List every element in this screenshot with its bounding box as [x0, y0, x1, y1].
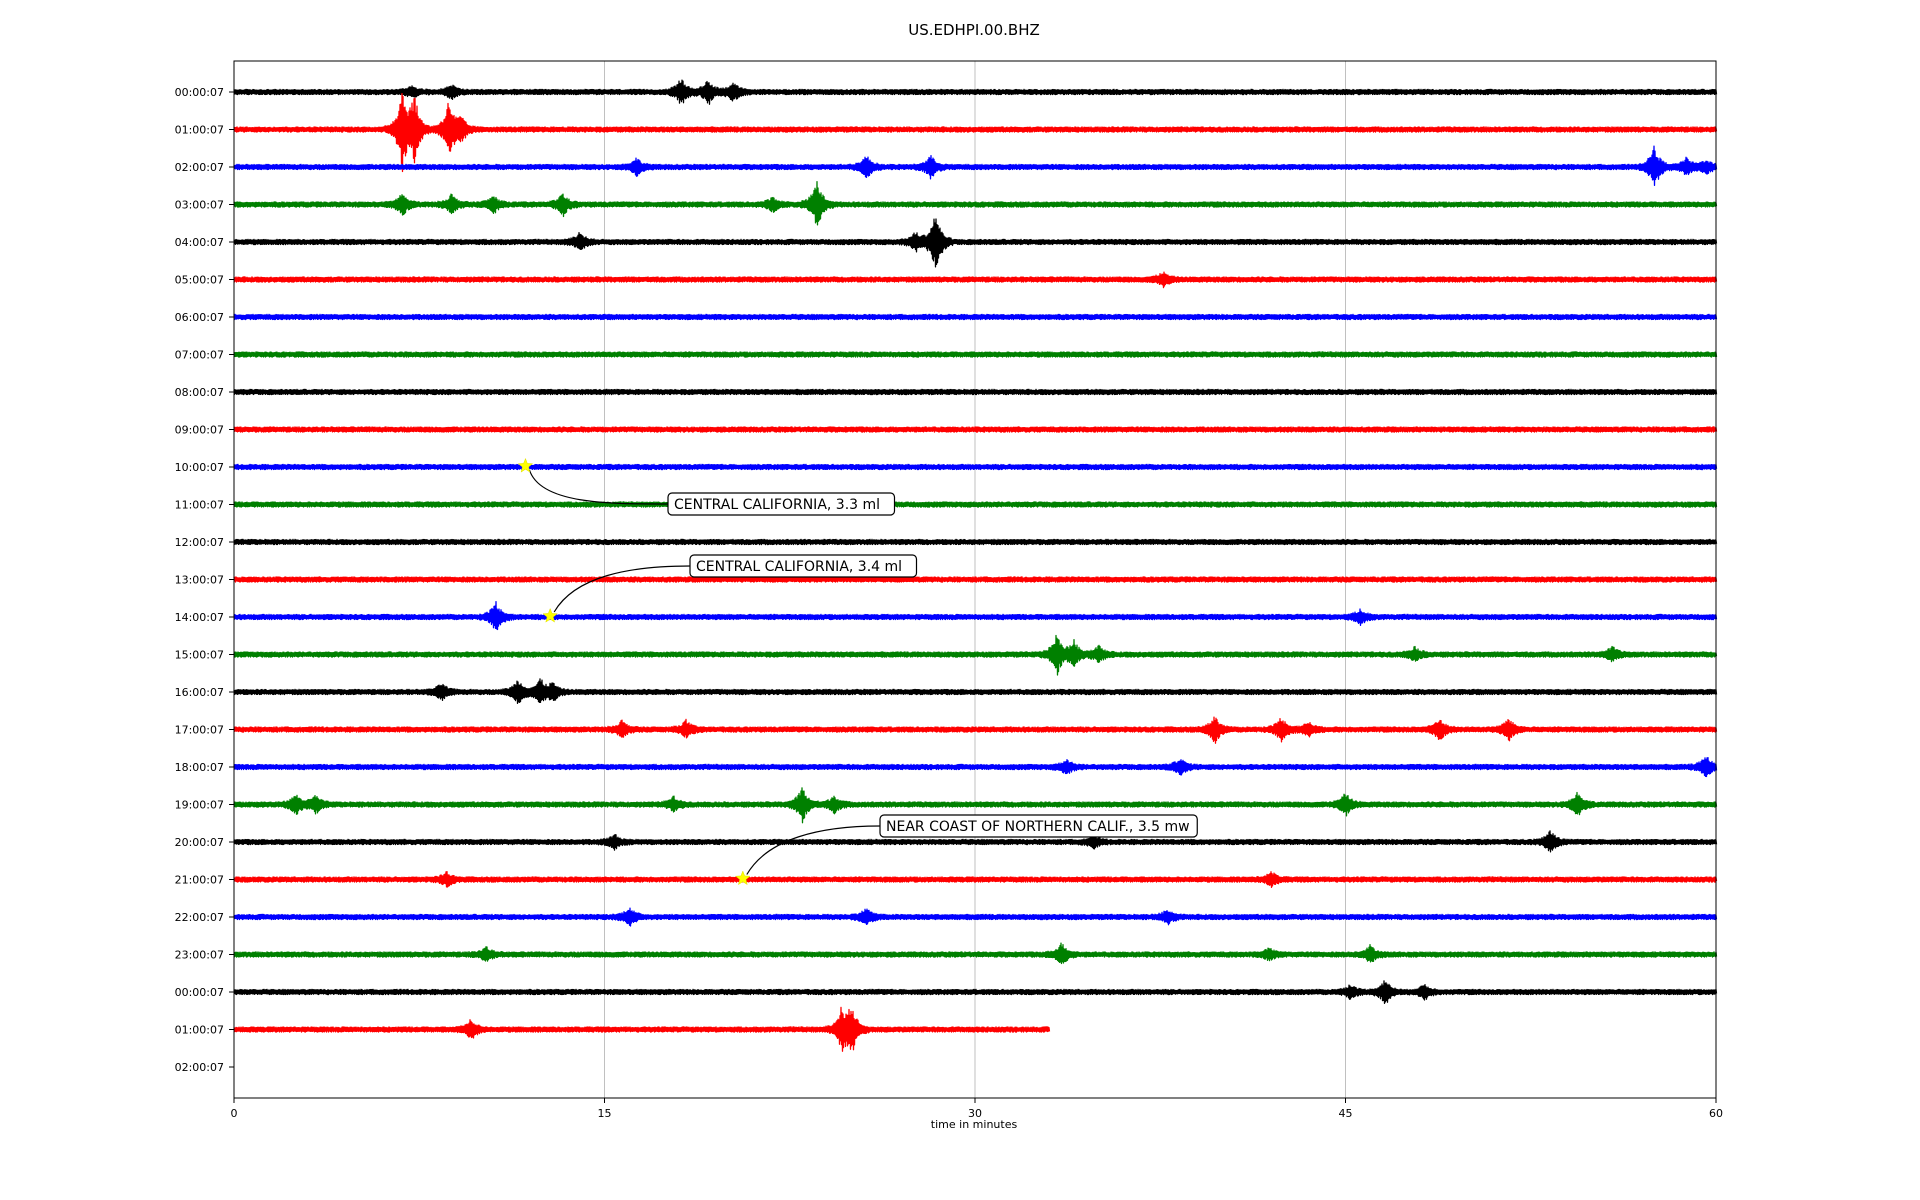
- trace-row-7: [233, 351, 1718, 358]
- row-label-9: 09:00:07: [175, 424, 224, 437]
- annotation-label-0: CENTRAL CALIFORNIA, 3.3 ml: [674, 497, 880, 513]
- trace-row-14: [233, 600, 1718, 631]
- trace-row-1: [233, 92, 1718, 173]
- trace-row-23: [233, 942, 1718, 965]
- annotation-2: NEAR COAST OF NORTHERN CALIF., 3.5 mw: [735, 814, 1198, 886]
- annotation-connector-1: [553, 565, 691, 613]
- x-tick-label-3: 45: [1339, 1107, 1353, 1120]
- seismic-traces: [233, 79, 1718, 1052]
- row-label-13: 13:00:07: [175, 574, 224, 587]
- row-label-21: 21:00:07: [175, 874, 224, 887]
- row-label-15: 15:00:07: [175, 649, 224, 662]
- row-label-18: 18:00:07: [175, 761, 224, 774]
- row-label-12: 12:00:07: [175, 536, 224, 549]
- row-label-8: 08:00:07: [175, 386, 224, 399]
- row-label-3: 03:00:07: [175, 199, 224, 212]
- x-tick-label-0: 0: [231, 1107, 238, 1120]
- row-label-17: 17:00:07: [175, 724, 224, 737]
- annotation-connector-0: [528, 469, 669, 505]
- row-label-10: 10:00:07: [175, 461, 224, 474]
- trace-row-25: [233, 1006, 1051, 1052]
- trace-row-9: [233, 426, 1718, 433]
- trace-row-13: [233, 576, 1718, 583]
- trace-row-19: [233, 787, 1718, 824]
- trace-row-4: [233, 218, 1718, 268]
- trace-row-5: [233, 271, 1718, 289]
- trace-row-0: [233, 79, 1718, 105]
- event-star-marker-0: [517, 457, 534, 473]
- event-annotations: CENTRAL CALIFORNIA, 3.3 ml CENTRAL CALIFO…: [517, 457, 1198, 886]
- row-label-25: 01:00:07: [175, 1024, 224, 1037]
- trace-row-22: [233, 907, 1718, 927]
- row-label-2: 02:00:07: [175, 161, 224, 174]
- x-axis-label: time in minutes: [931, 1118, 1018, 1131]
- row-label-23: 23:00:07: [175, 949, 224, 962]
- annotation-connector-2: [746, 825, 881, 875]
- row-label-5: 05:00:07: [175, 274, 224, 287]
- row-label-20: 20:00:07: [175, 836, 224, 849]
- trace-row-11: [233, 501, 1718, 508]
- annotation-0: CENTRAL CALIFORNIA, 3.3 ml: [517, 457, 896, 516]
- row-label-24: 00:00:07: [175, 986, 224, 999]
- trace-row-8: [233, 388, 1718, 396]
- x-tick-label-1: 15: [598, 1107, 612, 1120]
- row-label-16: 16:00:07: [175, 686, 224, 699]
- trace-row-18: [233, 756, 1718, 778]
- row-label-11: 11:00:07: [175, 499, 224, 512]
- trace-row-24: [233, 980, 1718, 1004]
- annotation-box-1: [689, 554, 918, 578]
- trace-row-2: [233, 145, 1718, 187]
- annotation-label-2: NEAR COAST OF NORTHERN CALIF., 3.5 mw: [886, 819, 1190, 835]
- event-star-marker-2: [735, 870, 751, 886]
- x-tick-label-4: 60: [1709, 1107, 1723, 1120]
- annotation-label-1: CENTRAL CALIFORNIA, 3.4 ml: [696, 559, 902, 575]
- trace-row-3: [233, 181, 1718, 226]
- trace-row-15: [233, 634, 1718, 676]
- trace-row-20: [233, 830, 1718, 853]
- x-axis-ticks: 0 15 30 45 60: [231, 1098, 1723, 1120]
- annotation-box-2: [879, 814, 1198, 838]
- row-label-6: 06:00:07: [175, 311, 224, 324]
- row-label-22: 22:00:07: [175, 911, 224, 924]
- row-label-7: 07:00:07: [175, 349, 224, 362]
- annotation-1: CENTRAL CALIFORNIA, 3.4 ml: [542, 554, 918, 623]
- trace-row-10: [233, 463, 1718, 471]
- row-label-1: 01:00:07: [175, 124, 224, 137]
- row-label-0: 00:00:07: [175, 86, 224, 99]
- trace-row-21: [233, 871, 1718, 889]
- annotation-box-0: [667, 492, 896, 516]
- trace-row-16: [233, 678, 1718, 704]
- trace-row-12: [233, 538, 1718, 546]
- row-label-19: 19:00:07: [175, 799, 224, 812]
- trace-row-6: [233, 313, 1718, 321]
- trace-row-17: [233, 716, 1718, 744]
- y-tick-labels: 00:00:07 01:00:07 02:00:07 03:00:07 04:00:07…: [175, 86, 234, 1074]
- row-label-4: 04:00:07: [175, 236, 224, 249]
- event-star-marker-1: [542, 607, 558, 623]
- row-label-14: 14:00:07: [175, 611, 224, 624]
- chart-title: US.EDHPI.00.BHZ: [908, 21, 1040, 39]
- row-label-26: 02:00:07: [175, 1061, 224, 1074]
- x-tick-label-2: 30: [968, 1107, 982, 1120]
